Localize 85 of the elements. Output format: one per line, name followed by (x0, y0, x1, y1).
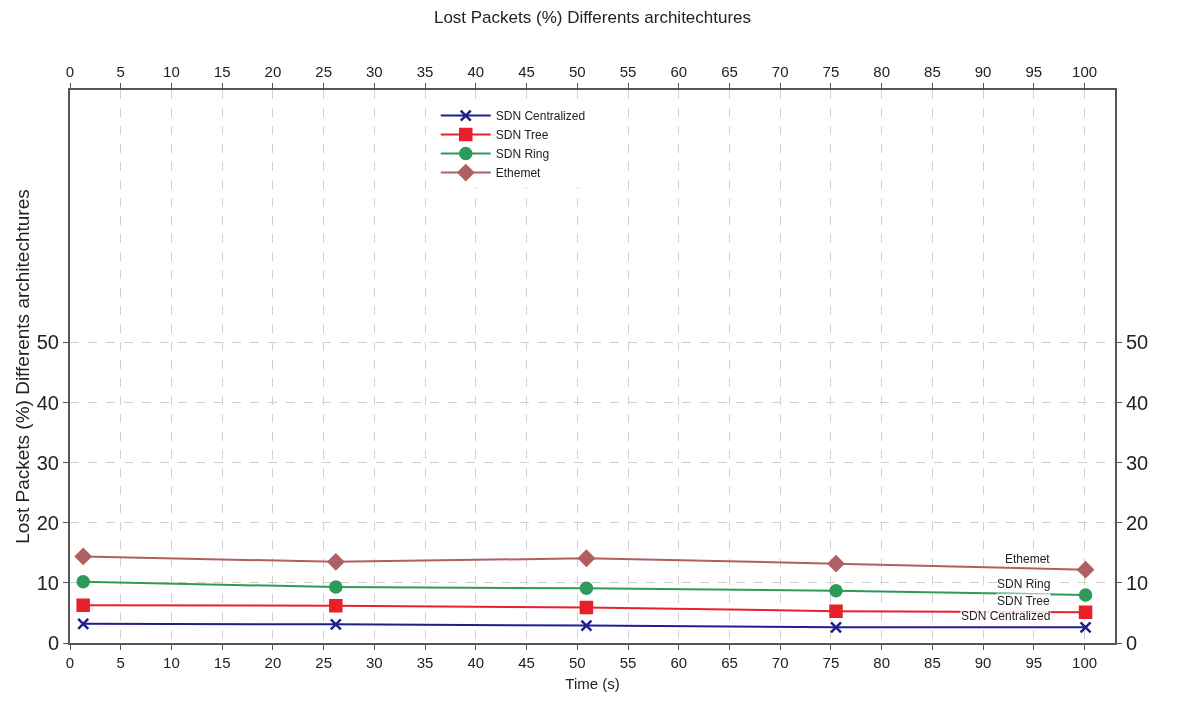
annotation: SDN Centralized (961, 609, 1051, 623)
y2-tick-label: 10 (1126, 571, 1149, 594)
point (76, 598, 90, 612)
x-tick-label: 100 (1072, 63, 1098, 80)
x-tick-label: 95 (1025, 63, 1043, 80)
point (829, 583, 843, 598)
x2-tick-label: 70 (771, 654, 789, 671)
x-tick-label: 15 (213, 63, 231, 80)
point (579, 581, 594, 596)
x-tick-label: 70 (771, 63, 789, 80)
legend-label: Ethemet (495, 166, 542, 181)
x2-tick-label: 50 (568, 654, 586, 671)
y-tick-label: 30 (36, 451, 59, 474)
x2-tick-label: 95 (1025, 654, 1043, 671)
y2-tick-label: 30 (1126, 451, 1149, 474)
point (827, 555, 845, 573)
x-tick-label: 65 (721, 63, 738, 80)
chart-title: Lost Packets (%) Differents architechtures (433, 7, 752, 27)
y-tick-label: 20 (36, 511, 59, 534)
point (329, 618, 343, 631)
x-tick-label: 30 (366, 63, 383, 80)
x-tick-label: 20 (264, 63, 282, 80)
point (1079, 621, 1092, 634)
y-tick-label: 40 (36, 391, 59, 414)
y-tick-label: 0 (47, 632, 59, 654)
point (578, 549, 595, 567)
x-tick-label: 25 (315, 63, 332, 80)
x-tick-label: 35 (416, 63, 434, 80)
x2-tick-label: 35 (416, 654, 434, 671)
point (829, 621, 843, 634)
x2-tick-label: 45 (518, 654, 535, 671)
y-axis-title: Lost Packets (%) Differents architechtures (12, 189, 34, 544)
x-tick-label: 85 (924, 63, 941, 80)
x2-tick-label: 20 (264, 654, 282, 671)
x-tick-label: 55 (619, 63, 637, 80)
point (580, 619, 593, 632)
legend-label: SDN Ring (495, 147, 550, 162)
x-tick-label: 45 (518, 63, 535, 80)
x-tick-label: 0 (65, 63, 75, 80)
legend-label: SDN Tree (495, 128, 549, 143)
x2-tick-label: 90 (974, 654, 992, 671)
x2-tick-label: 85 (924, 654, 941, 671)
x-tick-label: 10 (163, 63, 180, 80)
point (74, 548, 92, 565)
x-tick-label: 80 (873, 63, 890, 80)
x-tick-label: 40 (467, 63, 485, 80)
x2-tick-label: 25 (315, 654, 332, 671)
x-tick-label: 60 (670, 63, 688, 80)
point (329, 580, 343, 594)
point (76, 617, 90, 631)
y-tick-label: 10 (36, 571, 59, 594)
y2-tick-label: 20 (1126, 511, 1149, 534)
point (1077, 561, 1094, 579)
legend-label: SDN Centralized (495, 109, 586, 124)
y2-tick-label: 0 (1126, 632, 1138, 654)
annotation: Ethemet (1005, 552, 1051, 566)
point (1078, 588, 1093, 602)
point (829, 604, 843, 618)
x-tick-label: 90 (974, 63, 992, 80)
annotation: SDN Ring (997, 577, 1051, 591)
annotation: SDN Tree (997, 594, 1051, 608)
x2-tick-label: 65 (721, 654, 738, 671)
x2-tick-label: 10 (163, 654, 180, 671)
x-axis-title: Time (s) (565, 674, 620, 692)
point (327, 553, 345, 571)
point (579, 600, 594, 615)
x2-tick-label: 15 (213, 654, 231, 671)
x2-tick-label: 0 (65, 654, 75, 671)
x2-tick-label: 5 (116, 654, 125, 671)
point (76, 574, 90, 589)
x-tick-label: 75 (822, 63, 840, 80)
x2-tick-label: 40 (467, 654, 485, 671)
x2-tick-label: 55 (619, 654, 637, 671)
x-tick-label: 50 (568, 63, 586, 80)
x2-tick-label: 100 (1072, 654, 1098, 671)
y2-tick-label: 50 (1126, 331, 1149, 354)
point (1078, 605, 1093, 620)
x2-tick-label: 60 (670, 654, 688, 671)
x2-tick-label: 75 (822, 654, 840, 671)
x-tick-label: 5 (116, 63, 125, 80)
x2-tick-label: 80 (873, 654, 890, 671)
y2-tick-label: 40 (1126, 391, 1149, 414)
y-tick-label: 50 (36, 331, 59, 354)
x2-tick-label: 30 (366, 654, 383, 671)
point (329, 598, 343, 613)
